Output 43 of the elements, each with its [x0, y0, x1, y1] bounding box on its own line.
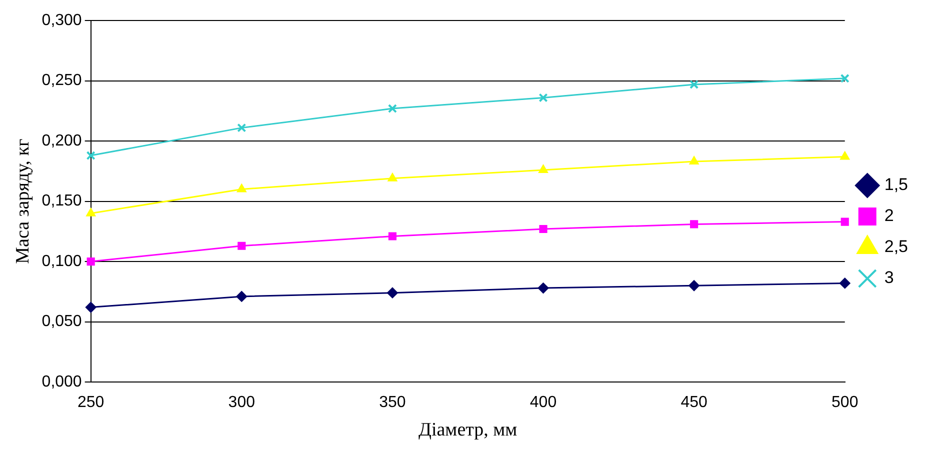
point — [388, 172, 398, 182]
x-axis-title: Діаметр, мм — [418, 420, 518, 441]
point — [388, 232, 396, 240]
legend-label: 3 — [884, 268, 894, 288]
point — [690, 80, 699, 89]
point — [237, 123, 246, 132]
y-tick-label: 0,250 — [42, 72, 82, 90]
x-tick-label: 450 — [680, 394, 708, 412]
point — [840, 218, 849, 226]
point — [538, 282, 549, 294]
y-tick-label: 0,050 — [42, 313, 82, 330]
point — [839, 278, 850, 289]
y-tick-label: 0,150 — [42, 192, 82, 210]
point — [238, 242, 246, 250]
point — [236, 184, 246, 192]
legend-label: 1,5 — [884, 175, 908, 194]
y-axis-title: Маса заряду, кг — [12, 138, 34, 264]
point — [688, 280, 700, 292]
point — [538, 93, 548, 102]
point — [85, 302, 96, 313]
x-tick-label: 400 — [530, 394, 557, 412]
point — [539, 224, 548, 234]
x-tick-label: 500 — [832, 394, 858, 412]
y-tick-label: 0,000 — [42, 373, 82, 390]
x-tick-label: 300 — [228, 394, 256, 412]
point — [236, 290, 248, 302]
point — [840, 74, 850, 83]
point — [689, 156, 699, 165]
x-tick-label: 350 — [379, 394, 406, 412]
point — [538, 164, 548, 173]
point — [386, 287, 398, 298]
point — [86, 258, 95, 266]
point — [86, 208, 96, 216]
point — [86, 150, 96, 160]
point — [388, 104, 397, 114]
x-tick-label: 250 — [77, 394, 104, 412]
point — [690, 220, 698, 228]
point — [840, 151, 850, 160]
y-tick-label: 0,300 — [42, 12, 82, 30]
legend-label: 2 — [884, 206, 894, 226]
y-tick-label: 0,100 — [42, 252, 82, 270]
legend-label: 2,5 — [884, 237, 908, 256]
y-tick-label: 0,200 — [42, 132, 82, 150]
